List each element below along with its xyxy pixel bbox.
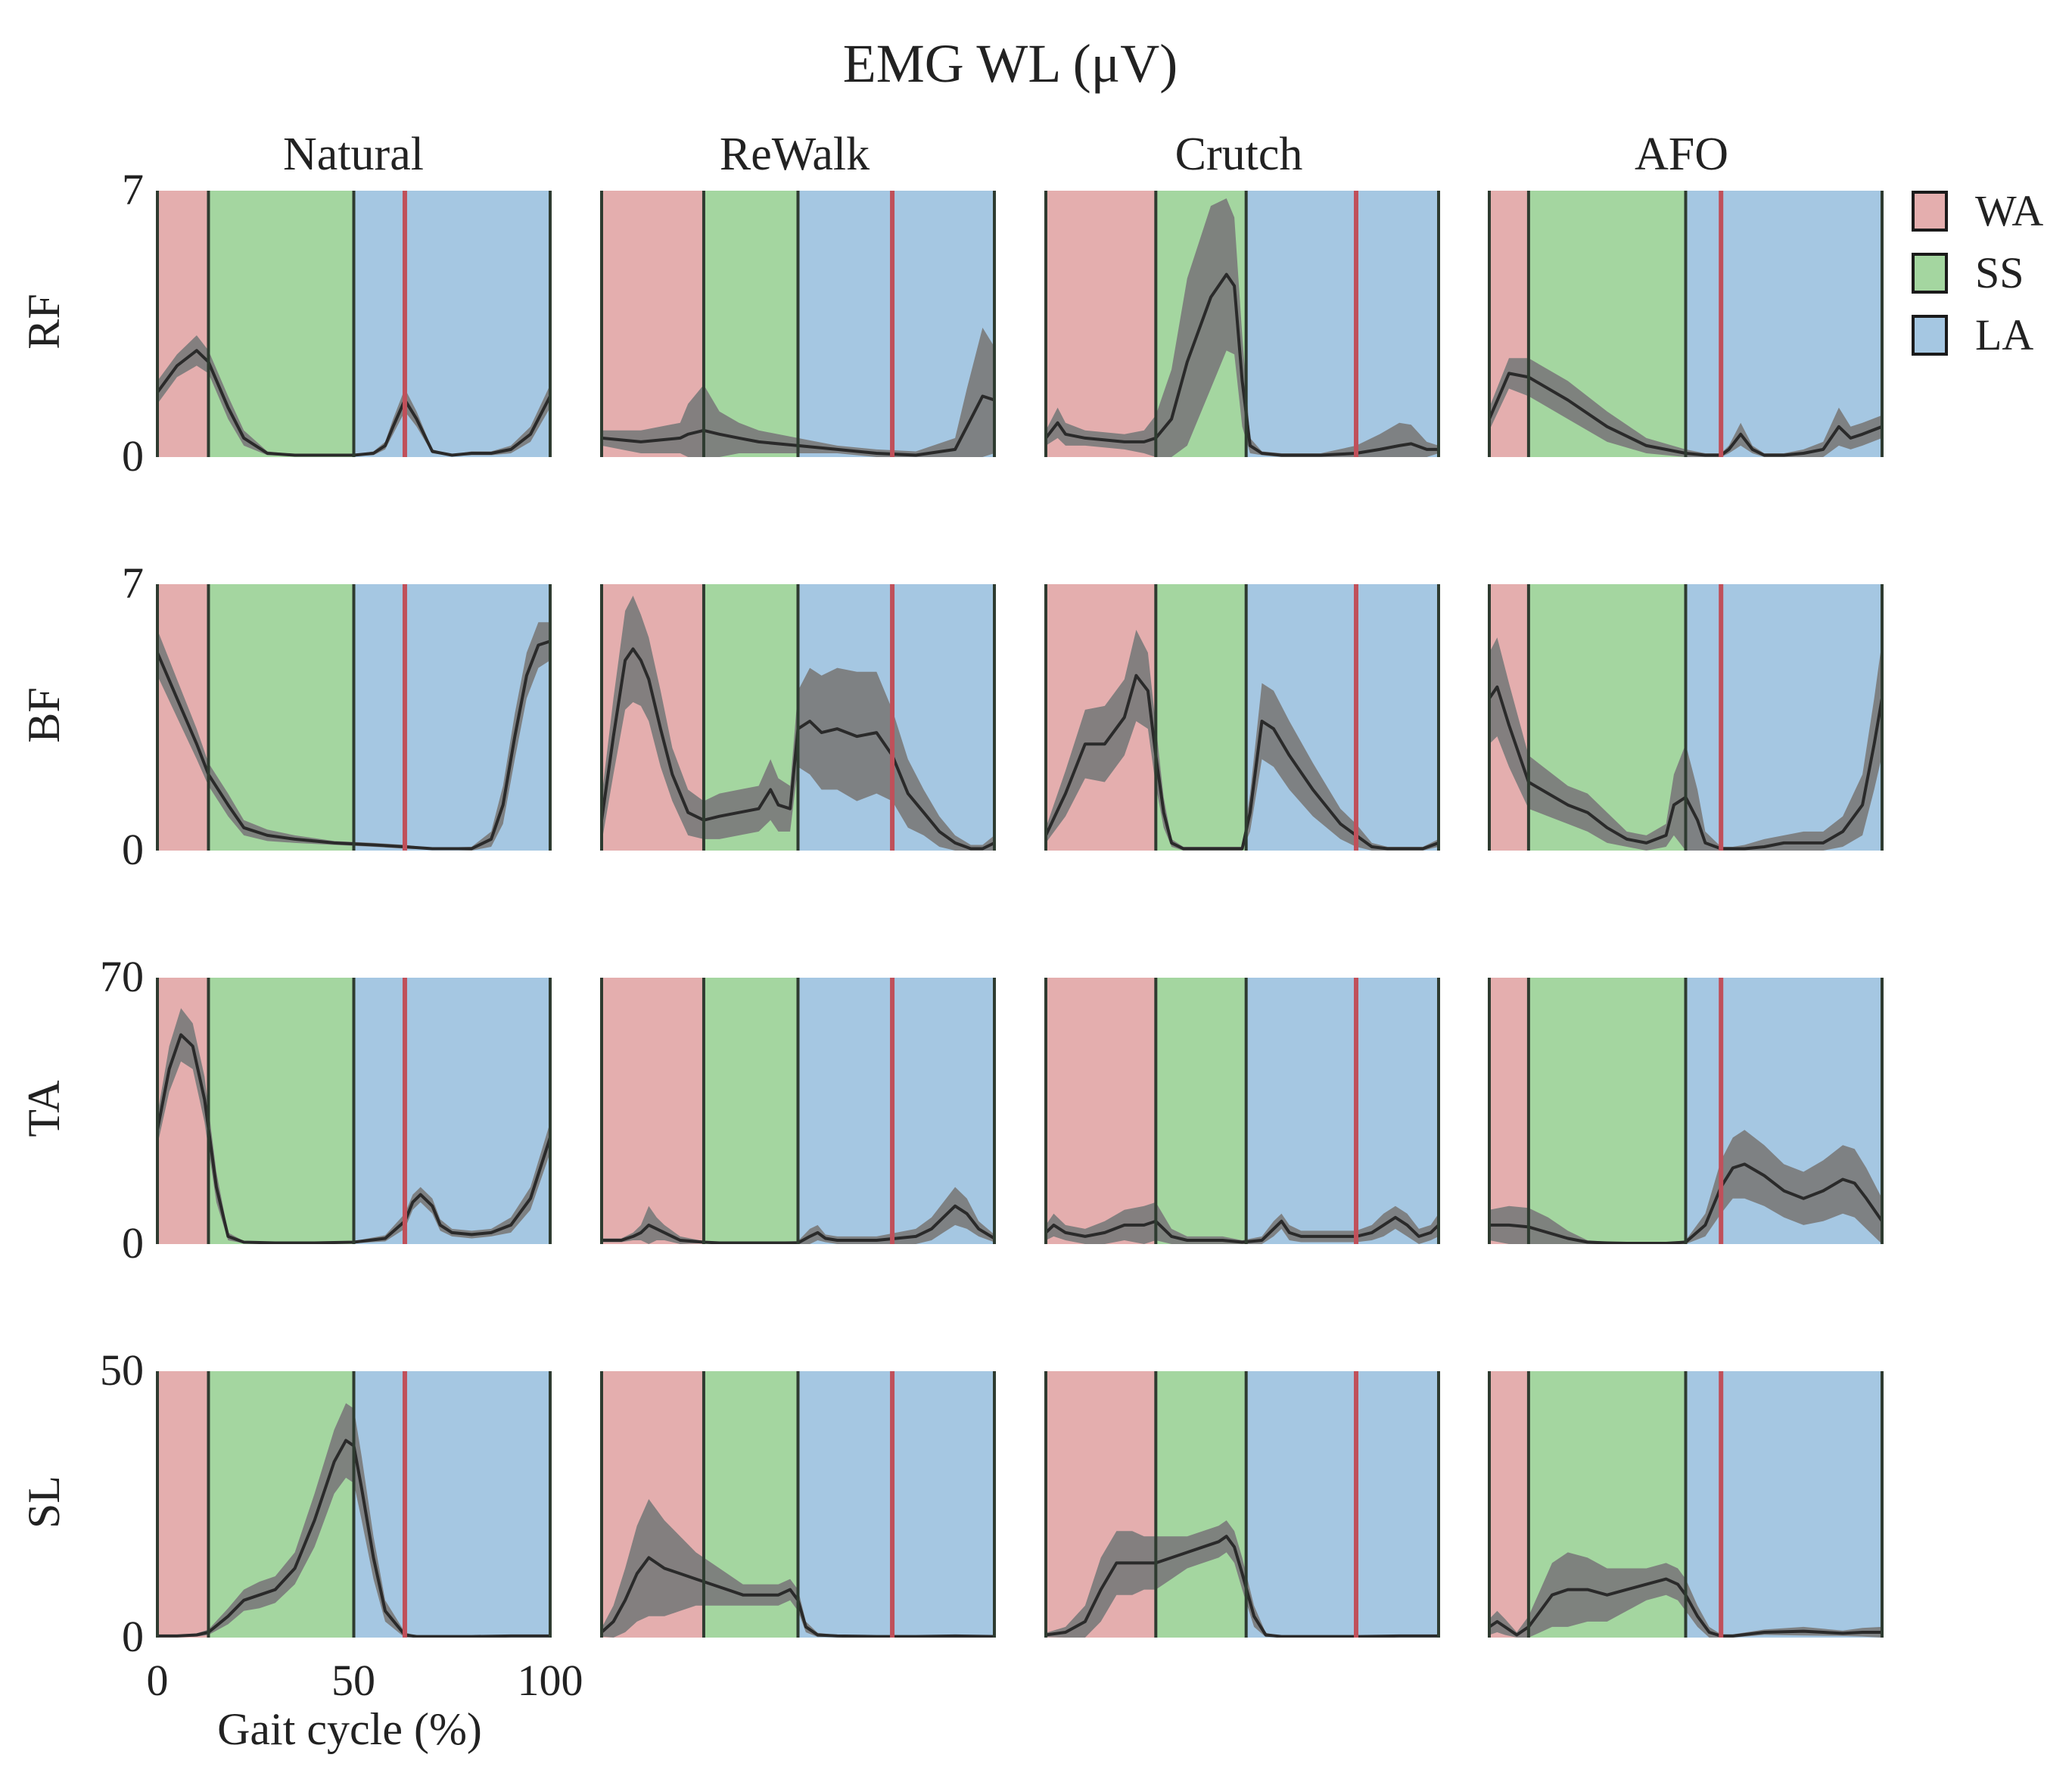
legend-label-ss: SS xyxy=(1975,248,2024,297)
ytick-rf-zero: 0 xyxy=(122,431,144,481)
phase-ss-ta-rewalk xyxy=(703,978,798,1244)
phase-la-sl-afo xyxy=(1685,1371,1882,1638)
phase-wa-sl-afo xyxy=(1489,1371,1529,1638)
column-header-rewalk: ReWalk xyxy=(720,129,870,180)
ytick-sl-max: 50 xyxy=(100,1345,144,1395)
panel-rf-natural xyxy=(156,191,552,457)
mean-line-sl-rewalk xyxy=(602,1556,994,1638)
mean-line-ta-natural xyxy=(157,1033,550,1244)
phase-wa-ta-rewalk xyxy=(602,978,704,1244)
xtick-100: 100 xyxy=(518,1656,583,1705)
phase-la-ta-natural xyxy=(353,978,550,1244)
panel-ta-crutch xyxy=(1044,978,1440,1244)
mean-line-bf-crutch xyxy=(1046,673,1439,851)
ytick-bf-zero: 0 xyxy=(122,825,144,874)
phase-ss-ta-afo xyxy=(1528,978,1686,1244)
mean-line-rf-afo xyxy=(1489,372,1882,457)
panel-bf-afo xyxy=(1488,584,1884,851)
phase-ss-ta-crutch xyxy=(1156,978,1246,1244)
phase-wa-sl-natural xyxy=(157,1371,209,1638)
phase-ss-sl-natural xyxy=(208,1371,354,1638)
variability-band-ta-crutch xyxy=(1046,1202,1439,1244)
variability-band-rf-crutch xyxy=(1046,198,1439,457)
phase-la-rf-afo xyxy=(1685,191,1882,457)
mean-line-sl-natural xyxy=(157,1439,550,1638)
ytick-rf-max: 7 xyxy=(122,165,144,214)
phase-la-ta-crutch xyxy=(1246,978,1439,1244)
panel-bf-rewalk xyxy=(600,584,996,851)
panel-sl-crutch xyxy=(1044,1371,1440,1638)
phase-la-sl-natural xyxy=(353,1371,550,1638)
mean-line-sl-afo xyxy=(1489,1577,1882,1638)
panel-rf-crutch xyxy=(1044,191,1440,457)
variability-band-ta-rewalk xyxy=(602,1187,994,1244)
legend-label-la: LA xyxy=(1975,310,2033,359)
mean-line-ta-crutch xyxy=(1046,1215,1439,1244)
column-header-crutch: Crutch xyxy=(1175,129,1303,180)
phase-ss-bf-crutch xyxy=(1156,584,1246,851)
panel-ta-afo xyxy=(1488,978,1884,1244)
legend-swatch-la xyxy=(1912,315,1948,356)
variability-band-rf-rewalk xyxy=(602,328,994,457)
phase-la-sl-crutch xyxy=(1246,1371,1439,1638)
legend: WA SS LA xyxy=(1912,186,2043,359)
ytick-ta-zero: 0 xyxy=(122,1218,144,1268)
column-header-natural: Natural xyxy=(283,129,424,180)
xtick-50: 50 xyxy=(331,1656,375,1705)
mean-line-ta-afo xyxy=(1489,1162,1882,1244)
mean-line-rf-rewalk xyxy=(602,394,994,457)
row-label-sl: SL xyxy=(19,1476,69,1529)
mean-line-bf-afo xyxy=(1489,685,1882,851)
legend-swatch-ss xyxy=(1912,253,1948,294)
panel-sl-rewalk xyxy=(600,1371,996,1638)
legend-swatch-wa xyxy=(1912,191,1948,232)
panel-bf-crutch xyxy=(1044,584,1440,851)
panel-sl-natural xyxy=(156,1371,552,1638)
panel-ta-rewalk xyxy=(600,978,996,1244)
row-label-rf: RF xyxy=(19,294,69,349)
panel-rf-afo xyxy=(1488,191,1884,457)
panel-bf-natural xyxy=(156,584,552,851)
legend-label-wa: WA xyxy=(1975,186,2043,235)
variability-band-ta-natural xyxy=(157,1008,550,1244)
phase-wa-rf-natural xyxy=(157,191,209,457)
panel-grid xyxy=(156,191,1884,1638)
phase-wa-rf-crutch xyxy=(1046,191,1156,457)
ytick-ta-max: 70 xyxy=(100,952,144,1001)
phase-la-rf-crutch xyxy=(1246,191,1439,457)
phase-la-rf-natural xyxy=(353,191,550,457)
mean-line-rf-crutch xyxy=(1046,272,1439,457)
figure-title: EMG WL (μV) xyxy=(843,33,1178,94)
ytick-bf-max: 7 xyxy=(122,558,144,608)
mean-line-rf-natural xyxy=(157,349,550,457)
column-header-afo: AFO xyxy=(1635,129,1728,180)
x-axis-label: Gait cycle (%) xyxy=(217,1704,482,1754)
xtick-0: 0 xyxy=(147,1656,169,1705)
mean-line-sl-crutch xyxy=(1046,1535,1439,1638)
phase-ss-ta-natural xyxy=(208,978,354,1244)
phase-wa-ta-crutch xyxy=(1046,978,1156,1244)
phase-la-sl-rewalk xyxy=(798,1371,994,1638)
mean-line-bf-rewalk xyxy=(602,647,994,851)
variability-band-ta-afo xyxy=(1489,1130,1882,1244)
row-label-ta: TA xyxy=(19,1080,69,1137)
variability-band-sl-rewalk xyxy=(602,1499,994,1638)
phase-wa-ta-afo xyxy=(1489,978,1529,1244)
ytick-sl-zero: 0 xyxy=(122,1612,144,1661)
panel-ta-natural xyxy=(156,978,552,1244)
variability-band-rf-natural xyxy=(157,335,550,456)
row-label-bf: BF xyxy=(19,687,69,742)
phase-ss-sl-crutch xyxy=(1156,1371,1246,1638)
panel-rf-rewalk xyxy=(600,191,996,457)
panel-sl-afo xyxy=(1488,1371,1884,1638)
mean-line-ta-rewalk xyxy=(602,1204,994,1244)
